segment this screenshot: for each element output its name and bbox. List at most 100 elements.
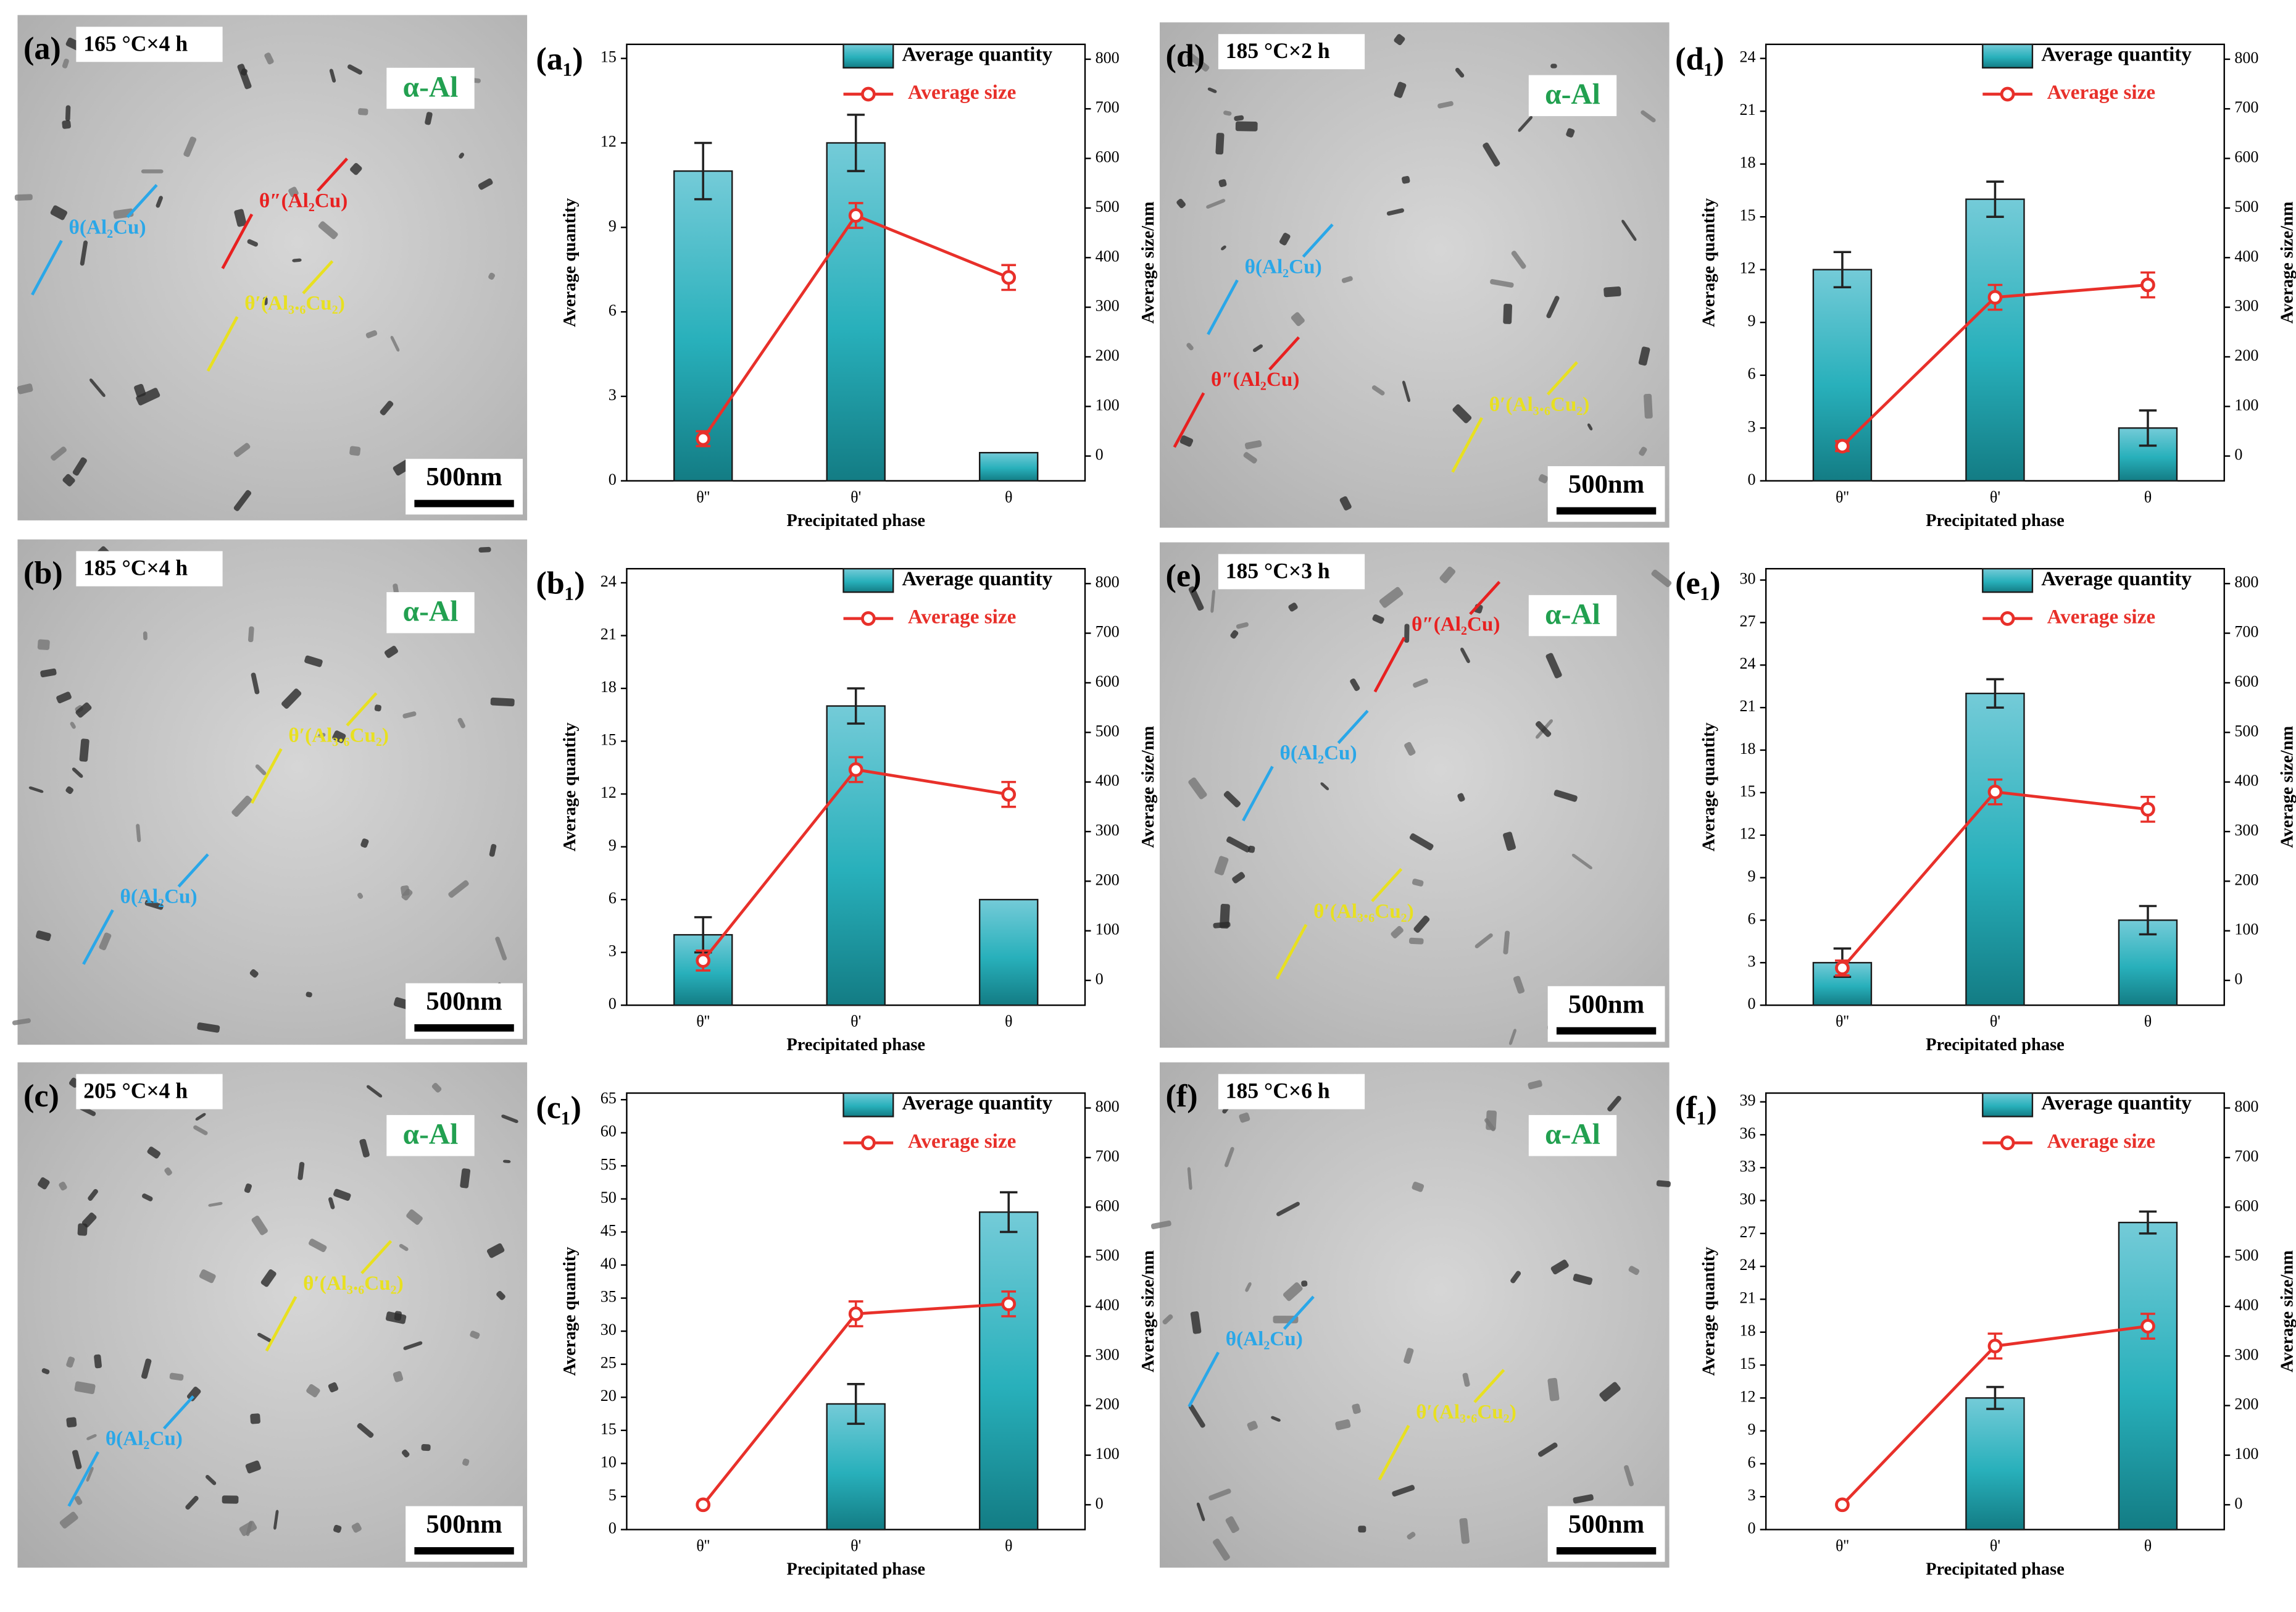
legend-swatch [1982, 43, 2034, 69]
particle [1510, 1271, 1521, 1284]
size-marker [696, 1497, 711, 1513]
legend-label: Average size [2047, 605, 2155, 628]
particle [1656, 1180, 1671, 1187]
leader-line [265, 1296, 297, 1352]
y-tick-label: 25 [601, 1354, 617, 1372]
y2-tick-label: 400 [1096, 247, 1120, 265]
particle [65, 786, 73, 795]
size-marker [848, 208, 863, 223]
y2-tick-label: 0 [1096, 446, 1104, 464]
scale-bar [414, 1024, 514, 1032]
condition-box [1218, 1074, 1365, 1109]
particle [1223, 111, 1232, 116]
particle [365, 330, 378, 338]
y2-tick-label: 600 [1096, 672, 1120, 690]
particle [245, 1460, 261, 1474]
particle [489, 844, 497, 857]
y2-tick-label: 800 [2234, 49, 2258, 67]
y-tick-label: 35 [601, 1288, 617, 1306]
particle [246, 1521, 252, 1536]
condition-box [1218, 554, 1365, 590]
chart-label: (c₁) [536, 1090, 581, 1125]
particle [1511, 251, 1526, 269]
particle [251, 1216, 268, 1235]
y-tick-label: 39 [1739, 1092, 1755, 1109]
leader-line [1173, 392, 1205, 448]
particle [1402, 380, 1411, 403]
y-tick-label: 45 [601, 1221, 617, 1239]
panel-label: (d) [1165, 38, 1205, 74]
particle [403, 1341, 423, 1350]
chart: 0 3 6 9 12 15 18 21 24 0 100 200 300 400 500 600 700 800 A… [536, 566, 1158, 1054]
legend-label: Average quantity [902, 567, 1052, 590]
particle [38, 1177, 50, 1190]
particle [1407, 1532, 1416, 1540]
y2-tick-label: 500 [2234, 198, 2258, 215]
particle [306, 992, 312, 998]
particle [134, 383, 146, 398]
matrix-label: α-Al [403, 71, 459, 103]
legend-swatch [842, 43, 894, 69]
phase-annotation: θ′(Al₃.₆Cu₂) [244, 292, 345, 315]
matrix-box [1528, 75, 1617, 117]
size-marker [2140, 801, 2155, 817]
legend-label: Average quantity [902, 1092, 1052, 1114]
size-marker [696, 953, 711, 968]
scale-label: 500nm [1568, 1510, 1644, 1539]
y2-tick-label: 700 [2234, 1147, 2258, 1165]
particle [51, 446, 67, 461]
particle [1208, 1489, 1231, 1501]
particle [306, 1384, 320, 1398]
x-axis-label: Precipitated phase [786, 1560, 925, 1579]
size-marker [1001, 270, 1017, 285]
size-marker [2140, 1319, 2155, 1334]
y-tick-label: 9 [1748, 1421, 1756, 1439]
particle [1404, 1348, 1414, 1364]
leader-line [1302, 223, 1334, 258]
particle [1391, 925, 1404, 938]
particle [1379, 587, 1404, 608]
phase-annotation: θ(Al₂Cu) [106, 1427, 183, 1450]
x-tick-label: θ'' [696, 1013, 710, 1030]
y-tick-label: 27 [1739, 612, 1755, 630]
particle [360, 838, 369, 848]
panel-label: (f) [1165, 1078, 1197, 1114]
y-tick-label: 24 [1739, 48, 1755, 66]
bar [979, 898, 1039, 1006]
phase-annotation: θ″(Al₂Cu) [259, 190, 347, 212]
x-tick-label: θ' [851, 488, 861, 506]
micrograph: (e) 185 °C×3 h α-Al 500nm θ″(Al₂Cu) θ(Al₂Cu) θ… [1159, 542, 1672, 1048]
scale-label: 500nm [426, 462, 502, 491]
panel-label: (a) [23, 31, 61, 67]
y-tick-label: 9 [609, 837, 617, 854]
particle [1386, 208, 1404, 216]
y-tick-label: 6 [609, 301, 617, 319]
condition: 185 °C×3 h [1226, 558, 1330, 583]
particle [244, 1183, 252, 1193]
x-tick-label: θ [2144, 1013, 2152, 1030]
error-bar [2139, 409, 2157, 447]
particle [496, 1291, 505, 1300]
particle [478, 546, 491, 553]
particle [1508, 1029, 1516, 1045]
error-bar [999, 1191, 1018, 1234]
particle [169, 1372, 184, 1381]
particle [1186, 343, 1194, 351]
bar [826, 705, 886, 1006]
error-bar [1986, 1385, 2004, 1410]
size-marker [1001, 787, 1017, 802]
legend-label: Average quantity [2041, 1092, 2192, 1114]
y2-tick-label: 800 [1096, 573, 1120, 591]
particle [1210, 590, 1216, 613]
particle [1371, 385, 1385, 396]
particle [62, 59, 69, 69]
particle [262, 297, 268, 306]
particle [490, 697, 515, 707]
particle [501, 1114, 518, 1124]
scale-bar [414, 499, 514, 507]
particle [1214, 856, 1229, 875]
y-tick-label: 6 [1748, 1453, 1756, 1471]
leader-line [67, 1451, 100, 1507]
y2-tick-label: 700 [1096, 98, 1120, 116]
particle [1179, 435, 1194, 447]
